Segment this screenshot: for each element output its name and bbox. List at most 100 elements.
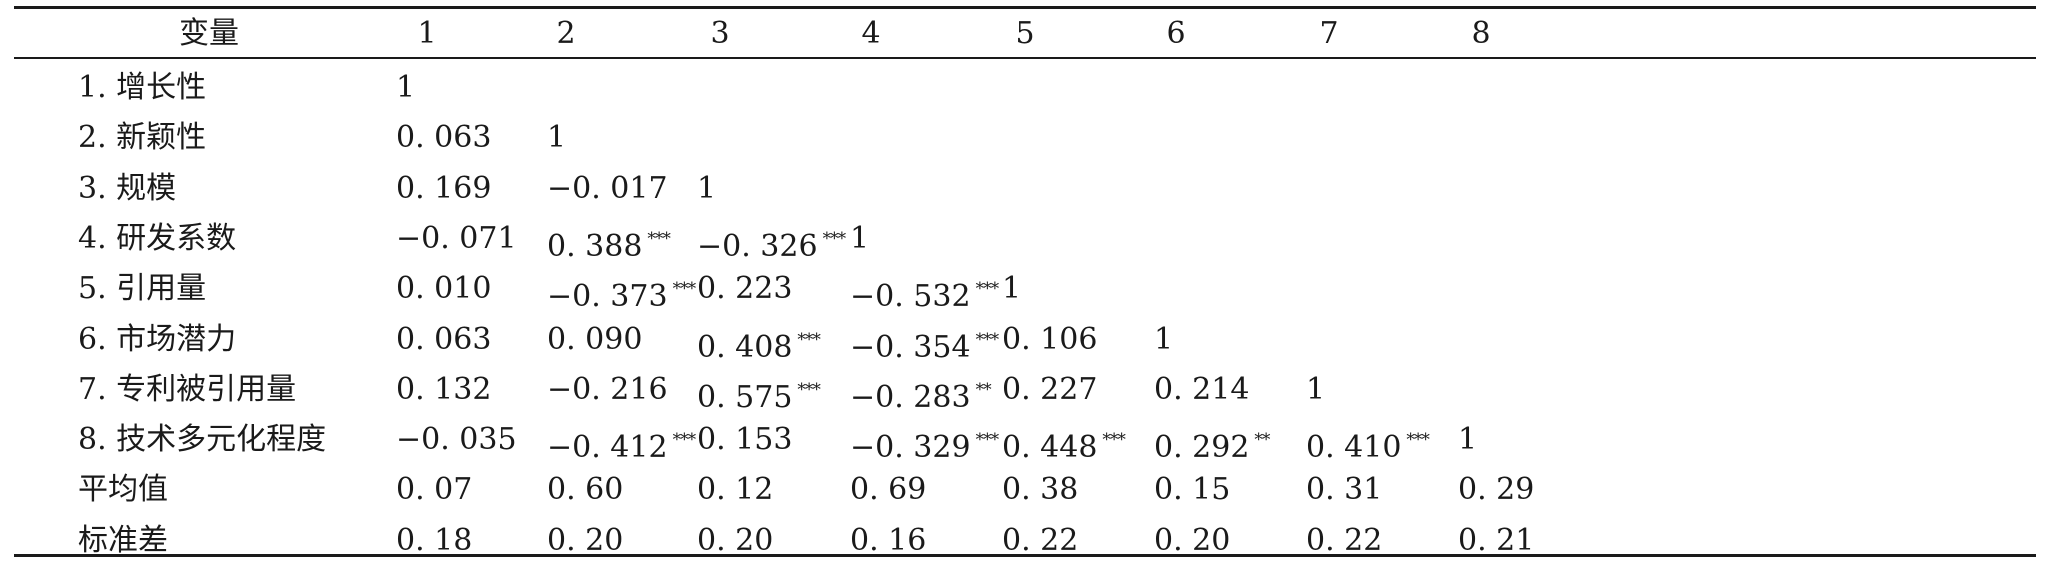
- table-cell: 0. 29: [1458, 465, 1534, 515]
- cell-value: 0. 408: [697, 329, 793, 365]
- table-row: 2. 新颖性 0. 063 1: [14, 113, 2036, 163]
- row-label: 7. 专利被引用量: [78, 371, 297, 407]
- table-cell: 0. 106: [1002, 315, 1097, 365]
- table-cell: 0. 448 ***: [1002, 415, 1126, 473]
- table-cell: 1: [1002, 264, 1021, 314]
- table-cell: −0. 035: [396, 415, 517, 465]
- cell-value: 1: [1154, 321, 1174, 357]
- header-variable: 变量: [179, 16, 239, 51]
- cell-value: 0. 22: [1306, 522, 1383, 558]
- cell-value: −0. 412: [547, 430, 668, 466]
- table-cell: 0. 20: [547, 516, 623, 566]
- table-cell: 0. 15: [1154, 465, 1230, 515]
- cell-value: 0. 410: [1306, 430, 1402, 466]
- cell-value: 0. 31: [1306, 472, 1383, 508]
- table-cell: 1: [547, 113, 566, 163]
- table-cell: 0. 388 ***: [547, 214, 671, 272]
- cell-value: −0. 326: [697, 228, 818, 264]
- cell-value: −0. 071: [396, 220, 517, 256]
- table-cell: −0. 071: [396, 214, 517, 264]
- table-cell: 1: [396, 63, 415, 113]
- table-cell: 1: [1458, 415, 1477, 465]
- cell-value: 0. 07: [396, 472, 473, 508]
- table-cell: 0. 227: [1002, 365, 1097, 415]
- table-cell: 0. 07: [396, 465, 472, 515]
- table-cell: 0. 153: [697, 415, 792, 465]
- table-header-row: 变量 1 2 3 4 5 6 7 8: [14, 9, 2036, 59]
- significance-marker: ***: [975, 329, 999, 350]
- cell-value: 0. 18: [396, 522, 473, 558]
- cell-value: 0. 227: [1002, 371, 1098, 407]
- row-label: 平均值: [78, 472, 168, 508]
- table-row: 1. 增长性 1: [14, 63, 2036, 113]
- cell-value: −0. 329: [850, 430, 971, 466]
- table-cell: 0. 223: [697, 264, 792, 314]
- significance-marker: ***: [672, 279, 696, 300]
- cell-value: 0. 21: [1458, 522, 1535, 558]
- row-label: 5. 引用量: [78, 271, 207, 307]
- table-cell: 0. 010: [396, 264, 491, 314]
- cell-value: −0. 373: [547, 279, 668, 315]
- table-cell: 0. 408 ***: [697, 315, 821, 373]
- cell-value: 1: [547, 120, 567, 156]
- significance-marker: ***: [797, 329, 820, 350]
- table-cell: 1: [1306, 365, 1325, 415]
- significance-marker: ***: [1102, 430, 1125, 451]
- header-col-8: 8: [1471, 16, 1491, 51]
- cell-value: 1: [1306, 371, 1326, 407]
- cell-value: 0. 20: [1154, 522, 1231, 558]
- table-cell: 0. 410 ***: [1306, 415, 1430, 473]
- cell-value: −0. 283: [850, 379, 971, 415]
- significance-marker: ***: [672, 430, 696, 451]
- cell-value: 0. 69: [850, 472, 927, 508]
- table-cell: −0. 329 ***: [850, 415, 999, 473]
- cell-value: 0. 388: [547, 228, 643, 264]
- cell-value: 0. 169: [396, 170, 492, 206]
- table-row: 平均值 0. 07 0. 60 0. 12 0. 69 0. 38 0. 15 0. 31 0.…: [14, 465, 2036, 515]
- table-cell: −0. 354 ***: [850, 315, 999, 373]
- header-col-1: 1: [417, 16, 437, 51]
- table-cell: 0. 38: [1002, 465, 1078, 515]
- table-header-rule: [14, 57, 2036, 59]
- table-cell: 1: [1154, 315, 1173, 365]
- header-col-4: 4: [861, 16, 881, 51]
- header-col-7: 7: [1319, 16, 1339, 51]
- significance-marker: **: [975, 379, 992, 400]
- table-cell: 0. 20: [697, 516, 773, 566]
- table-row: 5. 引用量 0. 010 −0. 373 *** 0. 223 −0. 532 *** 1: [14, 264, 2036, 314]
- table-cell: 0. 132: [396, 365, 491, 415]
- cell-value: 0. 106: [1002, 321, 1098, 357]
- row-label: 6. 市场潜力: [78, 321, 237, 357]
- cell-value: 0. 29: [1458, 472, 1535, 508]
- cell-value: 0. 12: [697, 472, 774, 508]
- cell-value: −0. 035: [396, 422, 517, 458]
- cell-value: 1: [396, 70, 416, 105]
- table-cell: 0. 18: [396, 516, 472, 566]
- significance-marker: **: [1254, 430, 1270, 451]
- cell-value: 0. 15: [1154, 472, 1231, 508]
- cell-value: 0. 063: [396, 120, 492, 156]
- table-cell: 0. 20: [1154, 516, 1230, 566]
- cell-value: 0. 214: [1154, 371, 1250, 407]
- table-row: 8. 技术多元化程度 −0. 035 −0. 412 *** 0. 153 −0. 329…: [14, 415, 2036, 465]
- table-cell: 0. 292 **: [1154, 415, 1270, 473]
- table-cell: 0. 063: [396, 113, 491, 163]
- table-cell: 0. 16: [850, 516, 926, 566]
- table-cell: −0. 412 ***: [547, 415, 696, 473]
- row-label: 4. 研发系数: [78, 220, 237, 256]
- significance-marker: ***: [797, 379, 820, 400]
- row-label: 2. 新颖性: [78, 120, 207, 156]
- table-cell: 0. 063: [396, 315, 491, 365]
- cell-value: 0. 575: [697, 379, 793, 415]
- table-cell: 0. 22: [1002, 516, 1078, 566]
- row-label: 1. 增长性: [78, 70, 207, 105]
- cell-value: 0. 38: [1002, 472, 1079, 508]
- table-row: 4. 研发系数 −0. 071 0. 388 *** −0. 326 *** 1: [14, 214, 2036, 264]
- cell-value: 0. 20: [697, 522, 774, 558]
- cell-value: 0. 292: [1154, 430, 1250, 466]
- header-col-2: 2: [556, 16, 576, 51]
- cell-value: 1: [1002, 271, 1022, 307]
- row-label: 标准差: [78, 522, 168, 558]
- cell-value: 0. 20: [547, 522, 624, 558]
- cell-value: 0. 132: [396, 371, 492, 407]
